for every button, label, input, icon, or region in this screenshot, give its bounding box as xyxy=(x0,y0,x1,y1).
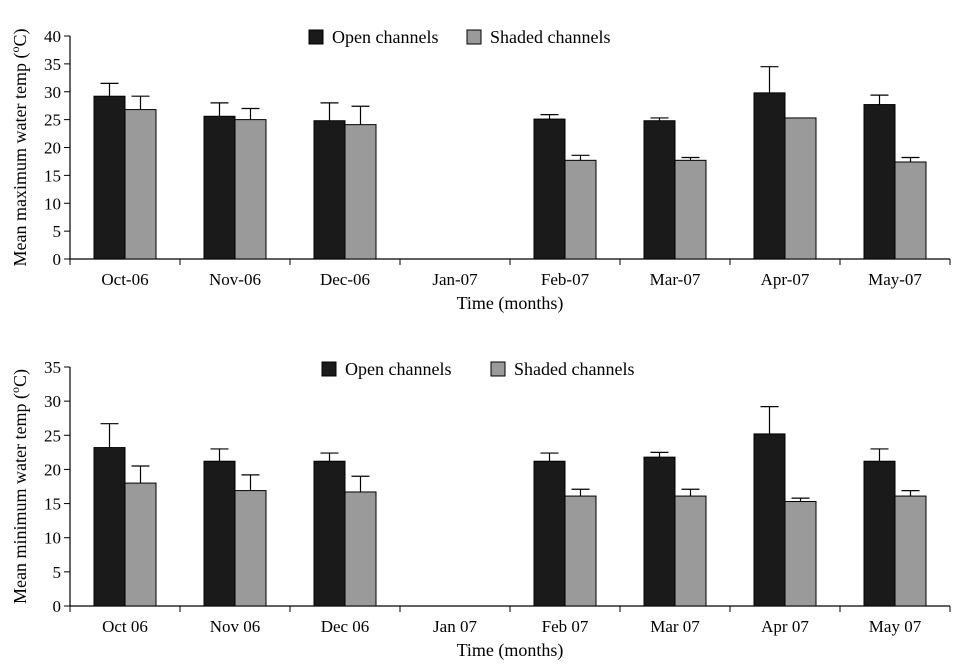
x-tick-label: Dec 06 xyxy=(321,617,370,636)
open-channels-bar xyxy=(203,115,236,260)
legend-label: Shaded channels xyxy=(514,359,634,379)
open-channels-bar xyxy=(863,460,896,607)
shaded-channels-bar xyxy=(784,501,817,607)
shaded-channels-bar xyxy=(234,490,267,607)
y-tick-label: 5 xyxy=(53,222,62,241)
y-tick-label: 30 xyxy=(44,392,61,411)
open-channels-bar xyxy=(313,460,346,607)
x-tick-label: May-07 xyxy=(868,270,922,289)
x-axis-title: Time (months) xyxy=(457,640,564,661)
shaded-channels-bar xyxy=(344,124,377,260)
y-axis-title-unit: C) xyxy=(10,369,31,387)
y-tick-label: 0 xyxy=(53,597,62,616)
x-tick-label: Nov 06 xyxy=(210,617,261,636)
shaded-channels-bar xyxy=(564,159,597,260)
shaded-channels-bar xyxy=(674,495,707,607)
legend-label: Shaded channels xyxy=(490,27,610,47)
y-tick-label: 15 xyxy=(44,495,61,514)
legend-label: Open channels xyxy=(332,27,438,47)
y-tick-label: 15 xyxy=(44,166,61,185)
y-axis-title-unit: C) xyxy=(10,29,31,47)
y-tick-label: 30 xyxy=(44,83,61,102)
shaded-channels-bar xyxy=(674,159,707,260)
shaded-channels-bar xyxy=(564,495,597,607)
x-tick-label: Jan-07 xyxy=(432,270,478,289)
open-channels-bar xyxy=(313,120,346,260)
shaded-channels-bar xyxy=(894,161,927,260)
y-axis-title-text: Mean maximum water temp ( xyxy=(10,53,31,267)
open-channels-bar xyxy=(643,456,676,607)
x-tick-label: Nov-06 xyxy=(209,270,261,289)
shaded-channels-bar xyxy=(234,119,267,260)
y-tick-label: 5 xyxy=(53,563,62,582)
open-channels-bar xyxy=(203,460,236,607)
y-tick-label: 35 xyxy=(44,358,61,377)
y-axis-title: Mean minimum water temp (oC) xyxy=(8,369,31,604)
open-channels-bar xyxy=(533,460,566,607)
open-channels-bar xyxy=(753,433,786,607)
open-channels-bar xyxy=(643,120,676,260)
y-tick-label: 40 xyxy=(44,27,61,46)
x-tick-label: Dec-06 xyxy=(320,270,370,289)
legend-label: Open channels xyxy=(345,359,451,379)
y-tick-label: 25 xyxy=(44,111,61,130)
min-temp-chart: 0 5 10 15 20 25 30 35 Oct 06 Nov 06 Dec 06 Jan 07 Fe… xyxy=(8,358,951,661)
x-axis-title: Time (months) xyxy=(457,293,564,314)
legend-swatch xyxy=(321,361,337,377)
y-tick-label: 0 xyxy=(53,250,62,269)
y-tick-label: 20 xyxy=(44,139,61,158)
x-tick-label: Mar-07 xyxy=(650,270,701,289)
y-axis-title: Mean maximum water temp (oC) xyxy=(8,29,31,267)
shaded-channels-bar xyxy=(894,495,927,607)
shaded-channels-bar xyxy=(344,491,377,607)
x-tick-label: Jan 07 xyxy=(433,617,477,636)
shaded-channels-bar xyxy=(124,109,157,260)
y-axis-title-text: Mean minimum water temp ( xyxy=(10,393,31,604)
max-temp-chart: 0 5 10 15 20 25 30 35 40 Oct-06 Nov-06 Dec-06 Jan-07… xyxy=(8,27,951,314)
shaded-channels-bar xyxy=(124,482,157,607)
y-tick-label: 10 xyxy=(44,194,61,213)
legend-swatch xyxy=(466,29,482,45)
shaded-channels-bar xyxy=(784,117,817,260)
y-tick-label: 25 xyxy=(44,426,61,445)
legend-swatch xyxy=(308,29,324,45)
legend-swatch xyxy=(490,361,506,377)
x-tick-label: Oct-06 xyxy=(101,270,148,289)
x-tick-label: Mar 07 xyxy=(650,617,700,636)
open-channels-bar xyxy=(753,92,786,260)
open-channels-bar xyxy=(93,95,126,260)
open-channels-bar xyxy=(533,118,566,260)
y-tick-label: 20 xyxy=(44,460,61,479)
y-tick-label: 35 xyxy=(44,55,61,74)
open-channels-bar xyxy=(863,104,896,260)
open-channels-bar xyxy=(93,447,126,607)
x-tick-label: Apr 07 xyxy=(761,617,809,636)
y-tick-label: 10 xyxy=(44,529,61,548)
x-tick-label: Oct 06 xyxy=(102,617,148,636)
x-tick-label: Feb-07 xyxy=(541,270,590,289)
x-tick-label: Apr-07 xyxy=(761,270,810,289)
degree-superscript: o xyxy=(8,387,22,393)
x-tick-label: Feb 07 xyxy=(542,617,589,636)
degree-superscript: o xyxy=(8,47,22,53)
x-tick-label: May 07 xyxy=(869,617,922,636)
